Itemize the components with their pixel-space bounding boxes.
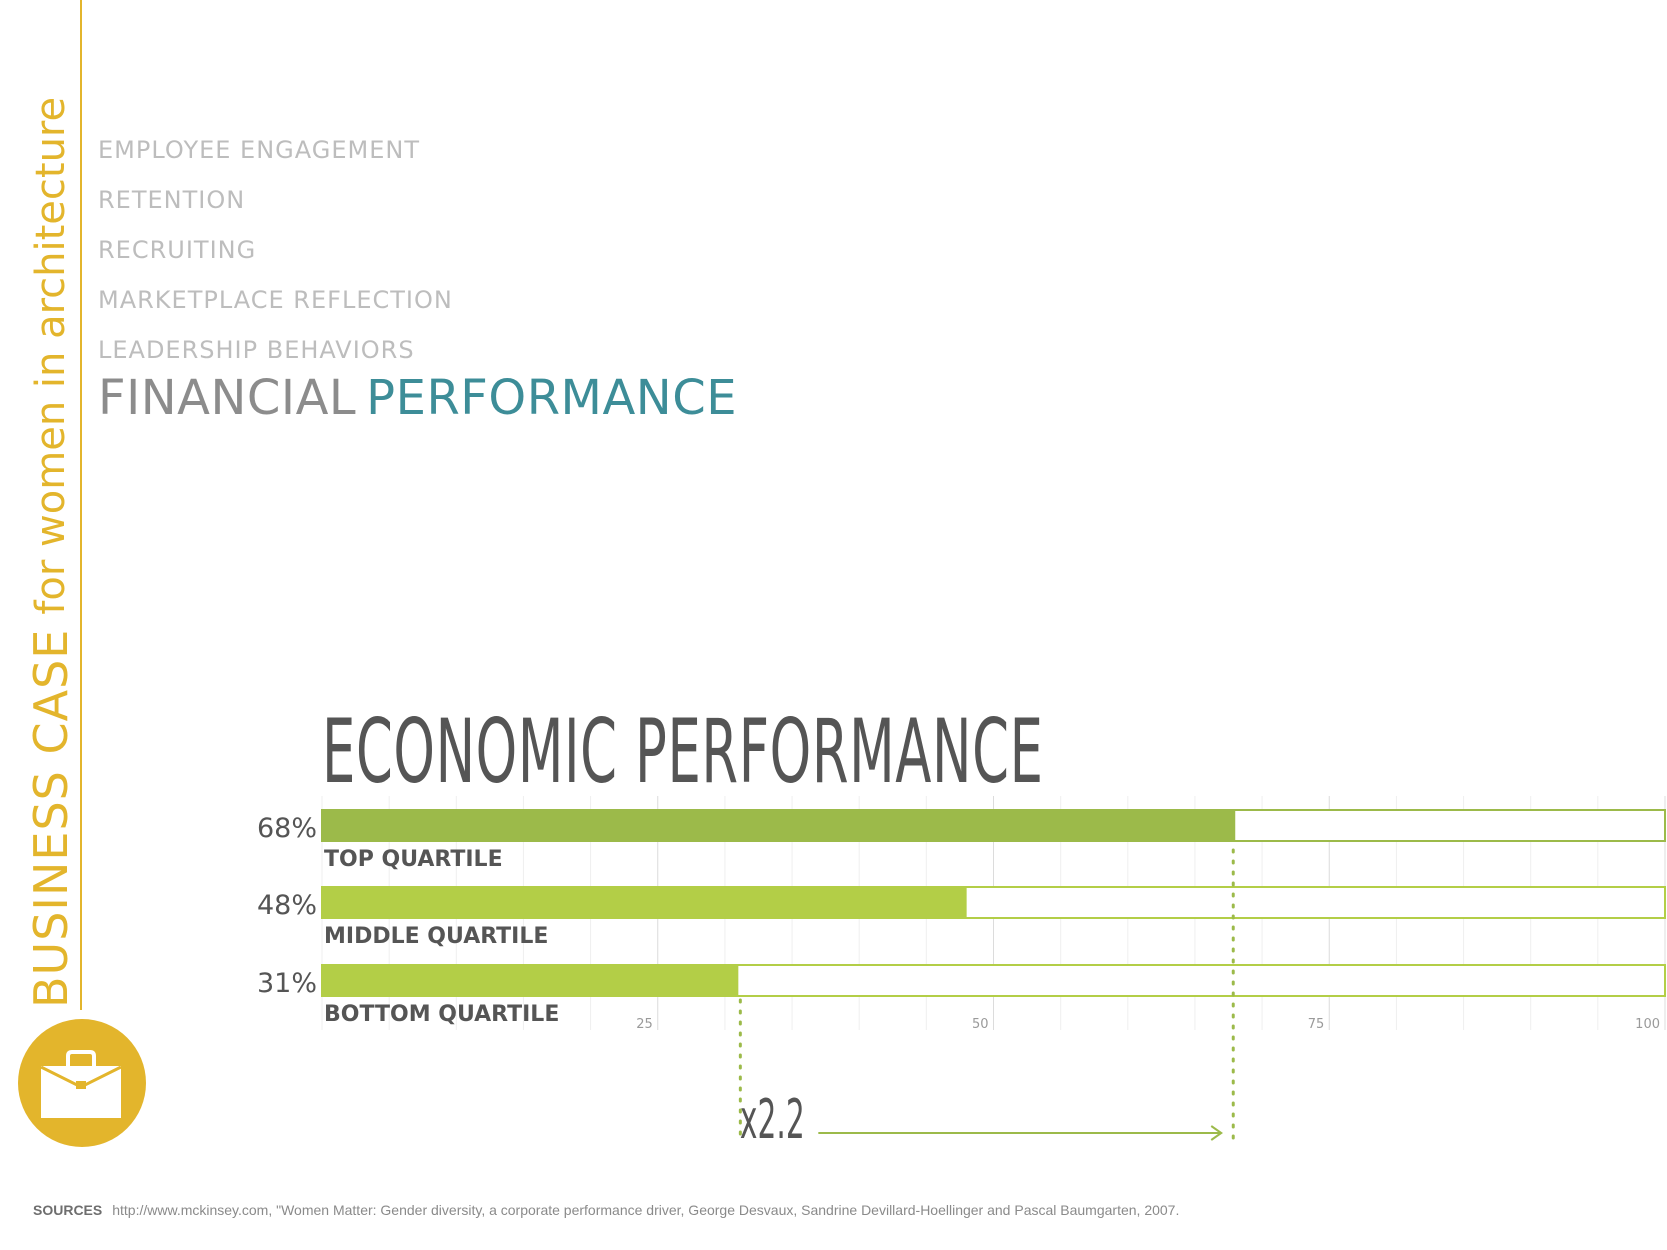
bar-value-label: 48% [257, 890, 317, 921]
economic-performance-chart: 68% TOP QUARTILE 48% MIDDLE QUARTILE 31% BOTT… [257, 796, 1666, 1152]
page-title: FINANCIAL PERFORMANCE [98, 370, 737, 426]
bar [322, 810, 1236, 841]
tick-label: 75 [1308, 1017, 1325, 1032]
bar-value-label: 31% [257, 968, 317, 999]
menu-item-marketplace-reflection[interactable]: MARKETPLACE REFLECTION [98, 286, 453, 314]
category-label: MIDDLE QUARTILE [324, 924, 548, 949]
menu-item-recruiting[interactable]: RECRUITING [98, 236, 257, 264]
sources-note: SOURCES http://www.mckinsey.com, "Women M… [33, 1202, 1179, 1218]
bar [322, 965, 739, 996]
category-label: BOTTOM QUARTILE [324, 1002, 559, 1027]
menu-item-leadership-behaviors[interactable]: LEADERSHIP BEHAVIORS [98, 336, 415, 364]
tick-label: 100 [1635, 1017, 1660, 1032]
briefcase-icon [40, 1050, 122, 1118]
briefcase-badge [18, 1019, 146, 1147]
chart-title: ECONOMIC PERFORMANCE [322, 700, 1044, 803]
topic-menu: EMPLOYEE ENGAGEMENT RETENTION RECRUITING… [98, 128, 453, 378]
sidebar-accent-line [80, 0, 82, 1010]
menu-item-retention[interactable]: RETENTION [98, 186, 246, 214]
annotation-label: x2.2 [740, 1090, 805, 1152]
page-title-word1: FINANCIAL [98, 370, 357, 426]
bar-value-label: 68% [257, 813, 317, 844]
sources-label: SOURCES [33, 1202, 103, 1218]
bar [322, 887, 967, 918]
page-title-word2: PERFORMANCE [366, 370, 738, 426]
menu-item-employee-engagement[interactable]: EMPLOYEE ENGAGEMENT [98, 136, 421, 164]
tick-label: 25 [636, 1017, 653, 1032]
annotation-arrowhead [1210, 1125, 1223, 1141]
tick-label: 50 [972, 1017, 989, 1032]
category-label: TOP QUARTILE [324, 847, 503, 872]
sources-text: http://www.mckinsey.com, "Women Matter: … [112, 1202, 1180, 1218]
